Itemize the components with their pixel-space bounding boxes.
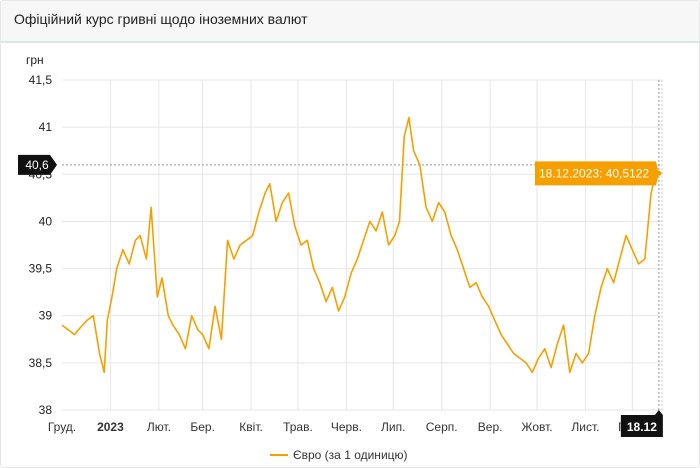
x-tick-label: Вер. [478,420,503,434]
x-tick-label: 2023 [97,420,124,434]
crosshair-x-value: 18.12 [627,420,657,434]
x-axis-ticks: Груд. 2023 Лют. Бер. Квіт. Трав. Черв. Лип. Серп… [48,420,647,434]
crosshair-y-value: 40,6 [25,158,49,172]
x-tick-label: Груд. [48,420,76,434]
y-tick-label: 38 [39,403,53,417]
y-tick-label: 40 [39,214,53,228]
crosshair: 40,6 18.12 [18,80,663,437]
x-tick-label: Черв. [331,420,362,434]
x-tick-label: Лип. [381,420,405,434]
tooltip: 18.12.2023: 40,5122 [535,161,662,186]
tooltip-box [535,161,659,186]
x-tick-label: Квіт. [239,420,263,434]
x-tick-label: Бер. [190,420,215,434]
series-line-euro[interactable] [61,116,659,374]
legend[interactable]: Євро (за 1 одиницю) [270,448,408,462]
crosshair-x-marker [620,410,663,437]
x-tick-label: Лют. [147,420,171,434]
chart-title: Офіційний курс гривні щодо іноземних вал… [14,11,308,27]
x-tick-label: Серп. [426,420,458,434]
x-tick-label: Трав. [283,420,313,434]
tooltip-text: 18.12.2023: 40,5122 [539,166,649,180]
y-tick-label: 41,5 [29,73,53,87]
x-tick-label: Жовт. [521,420,552,434]
y-tick-label: 39 [39,309,53,323]
x-tick-label: Лист. [571,420,599,434]
y-tick-label: 38,5 [29,356,53,370]
y-axis-label: грн [26,53,44,67]
y-tick-label: 41 [39,120,53,134]
grid-lines [62,79,663,411]
last-point [656,170,662,176]
crosshair-y-marker [18,154,57,175]
legend-label[interactable]: Євро (за 1 одиницю) [293,448,408,462]
y-tick-label: 39,5 [29,262,53,276]
chart-header: Офіційний курс гривні щодо іноземних вал… [1,1,699,43]
